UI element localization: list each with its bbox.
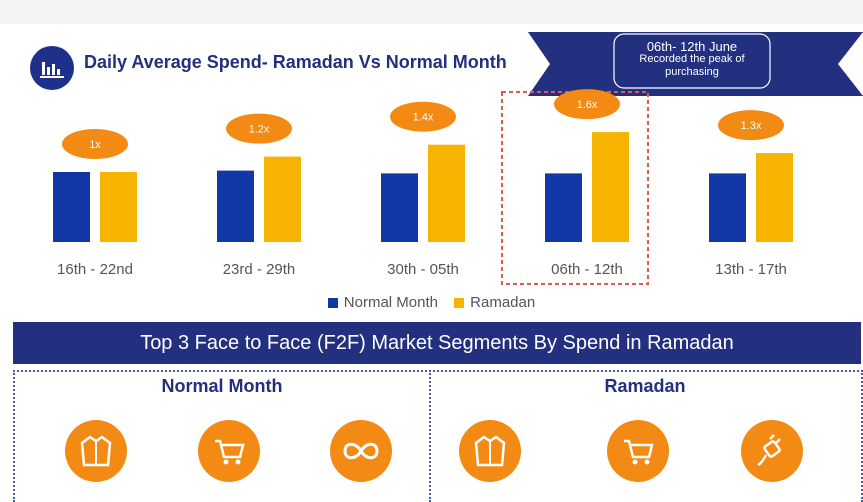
- multiplier-label: 1.6x: [577, 99, 598, 111]
- multiplier-badge: [554, 89, 620, 120]
- legend-label-ramadan: Ramadan: [470, 294, 536, 311]
- legend-item-ramadan: Ramadan: [454, 294, 535, 311]
- x-tick-label: 13th - 17th: [715, 261, 787, 278]
- bar-ramadan: [100, 172, 137, 242]
- ramadan-panel: Ramadan: [429, 370, 863, 502]
- top-strip: [0, 0, 863, 24]
- multiplier-badge: [390, 101, 456, 132]
- shopping-cart-icon: [607, 420, 669, 482]
- bar-normal-month: [53, 172, 90, 242]
- bar-ramadan: [592, 132, 629, 242]
- multiplier-badge: [62, 129, 128, 159]
- multiplier-badge: [718, 110, 784, 141]
- x-tick-label: 06th - 12th: [551, 261, 623, 278]
- multiplier-label: 1.4x: [413, 112, 434, 124]
- bar-ramadan: [264, 156, 301, 242]
- multiplier-label: 1.3x: [741, 120, 762, 132]
- legend-item-normal: Normal Month: [327, 294, 438, 311]
- jacket-icon: [459, 420, 521, 482]
- chart-title: Daily Average Spend- Ramadan Vs Normal M…: [84, 52, 507, 72]
- bar-normal-month: [545, 173, 582, 242]
- shopping-cart-icon: [198, 420, 260, 482]
- bar-normal-month: [709, 173, 746, 242]
- legend-swatch-normal: [327, 297, 338, 308]
- legend: Normal Month Ramadan: [0, 294, 863, 312]
- multiplier-label: 1.2x: [249, 124, 270, 136]
- multiplier-label: 1x: [89, 139, 101, 151]
- legend-label-normal: Normal Month: [343, 294, 438, 311]
- segments-banner: Top 3 Face to Face (F2F) Market Segments…: [13, 322, 861, 364]
- x-tick-label: 23rd - 29th: [223, 261, 296, 278]
- callout-ribbon: [528, 32, 863, 96]
- bar-normal-month: [217, 170, 254, 242]
- bar-chart-icon: [30, 46, 74, 90]
- ramadan-title: Ramadan: [604, 376, 686, 396]
- callout-note: Recorded the peak of purchasing: [639, 53, 745, 78]
- bar-ramadan: [428, 144, 465, 242]
- infinity-icon: [330, 420, 392, 482]
- multiplier-badge: [226, 113, 292, 144]
- normal-month-panel: Normal Month: [13, 370, 431, 502]
- x-tick-label: 30th - 05th: [387, 261, 459, 278]
- normal-month-title: Normal Month: [161, 376, 283, 396]
- bar-normal-month: [381, 173, 418, 242]
- x-tick-label: 16th - 22nd: [57, 261, 133, 278]
- callout-text: 06th- 12th June Recorded the peak of pur…: [618, 40, 766, 79]
- electric-plug-icon: [741, 420, 803, 482]
- bar-ramadan: [756, 153, 793, 242]
- jacket-icon: [65, 420, 127, 482]
- legend-swatch-ramadan: [454, 297, 465, 308]
- callout-date: 06th- 12th June: [646, 39, 738, 54]
- bar-chart: 1x 16th - 22nd 1.2x 23rd - 29th 1.4x 30th - 0…: [53, 89, 793, 285]
